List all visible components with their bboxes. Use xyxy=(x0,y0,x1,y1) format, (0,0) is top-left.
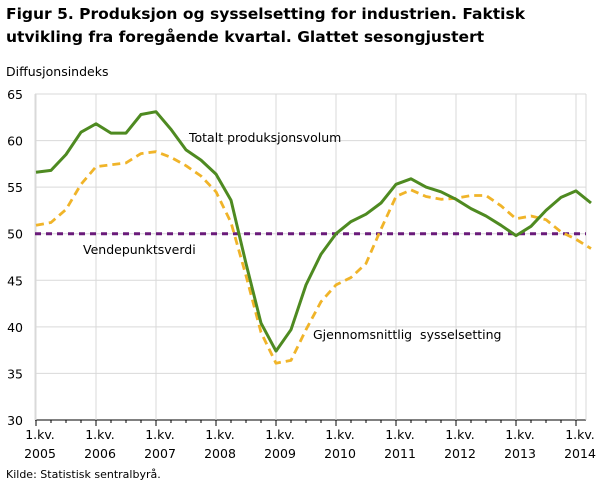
series-line-produksjonsvolum xyxy=(35,110,592,353)
y-tick-label: 30 xyxy=(7,413,23,428)
x-tick-labels: 1.kv. 2005 1.kv. 2006 1.kv. 2007 1.kv. 2008 1.kv… xyxy=(24,427,596,461)
x-tick-label-quarter: 1.kv. xyxy=(565,427,595,442)
x-tick-label-quarter: 1.kv. xyxy=(205,427,235,442)
x-tick-label-quarter: 1.kv. xyxy=(505,427,535,442)
x-tick-label-quarter: 1.kv. xyxy=(265,427,295,442)
x-tick-label-quarter: 1.kv. xyxy=(445,427,475,442)
y-tick-label: 35 xyxy=(7,366,23,381)
annotation-label: Totalt produksjonsvolum xyxy=(188,130,341,145)
x-tick-label-year: 2005 xyxy=(24,446,56,461)
grid xyxy=(34,93,587,426)
annotations: Totalt produksjonsvolum Vendepunktsverdi G… xyxy=(83,130,502,342)
x-tick-label-year: 2008 xyxy=(204,446,236,461)
x-tick-label-year: 2007 xyxy=(144,446,176,461)
source-note: Kilde: Statistisk sentralbyrå. xyxy=(6,468,161,481)
y-tick-label: 55 xyxy=(7,180,23,195)
x-tick-label-quarter: 1.kv. xyxy=(145,427,175,442)
chart-title: Figur 5. Produksjon og sysselsetting for… xyxy=(6,5,526,46)
x-tick-label-quarter: 1.kv. xyxy=(25,427,55,442)
annotation-label: Gjennomsnittlig sysselsetting xyxy=(313,327,502,342)
x-tick-label-year: 2006 xyxy=(84,446,116,461)
y-tick-label: 60 xyxy=(7,134,23,149)
annotation-label: Vendepunktsverdi xyxy=(83,242,196,257)
y-tick-label: 50 xyxy=(7,227,23,242)
x-tick-label-quarter: 1.kv. xyxy=(85,427,115,442)
y-tick-label: 40 xyxy=(7,320,23,335)
x-tick-label-year: 2011 xyxy=(384,446,416,461)
y-tick-label: 45 xyxy=(7,273,23,288)
y-tick-labels: 30 35 40 45 50 55 60 65 xyxy=(7,87,23,428)
x-tick-label-year: 2013 xyxy=(504,446,536,461)
x-tick-label-quarter: 1.kv. xyxy=(385,427,415,442)
x-tick-label-year: 2014 xyxy=(564,446,596,461)
x-tick-label-year: 2012 xyxy=(444,446,476,461)
x-tick-label-year: 2009 xyxy=(264,446,296,461)
x-tick-label-quarter: 1.kv. xyxy=(325,427,355,442)
y-tick-label: 65 xyxy=(7,87,23,102)
y-axis-label: Diffusjonsindeks xyxy=(6,64,109,79)
series-lines xyxy=(35,110,592,365)
x-tick-label-year: 2010 xyxy=(324,446,356,461)
series-line-sysselsetting xyxy=(35,150,592,365)
